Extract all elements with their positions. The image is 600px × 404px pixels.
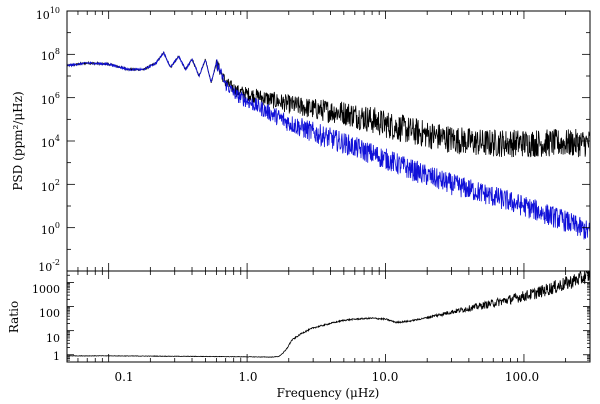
top-y-axis-label: PSD (ppm²/μHz) [11, 91, 25, 190]
bottom-ytick-label: 100 [39, 307, 60, 320]
xtick-label: 0.1 [114, 370, 133, 384]
top-ytick-label: 102 [41, 178, 60, 194]
bottom-plot-frame [66, 270, 591, 363]
bottom-ytick-label: 1000 [32, 283, 60, 296]
bottom-ytick-label: 1 [53, 350, 60, 363]
top-ytick-label: 108 [41, 47, 60, 63]
bottom-y-axis-label: Ratio [7, 301, 21, 333]
axis-ticks [66, 10, 591, 363]
bottom-ytick-label: 10 [46, 332, 60, 345]
top-ytick-label: 104 [41, 134, 60, 150]
bottom-series [67, 271, 590, 358]
top-ytick-label: 106 [41, 91, 60, 107]
x-axis-label: Frequency (μHz) [277, 386, 380, 400]
xtick-label: 10.0 [372, 370, 399, 384]
series-line-ratio [67, 271, 590, 358]
xtick-label: 100.0 [505, 370, 539, 384]
series-line-blue [67, 50, 590, 240]
top-series [67, 50, 590, 240]
series-line-black [67, 51, 590, 158]
top-ytick-label: 100 [41, 221, 60, 237]
top-ytick-label: 10-2 [38, 258, 60, 274]
top-ytick-label: 1010 [36, 6, 60, 22]
xtick-label: 1.0 [238, 370, 257, 384]
